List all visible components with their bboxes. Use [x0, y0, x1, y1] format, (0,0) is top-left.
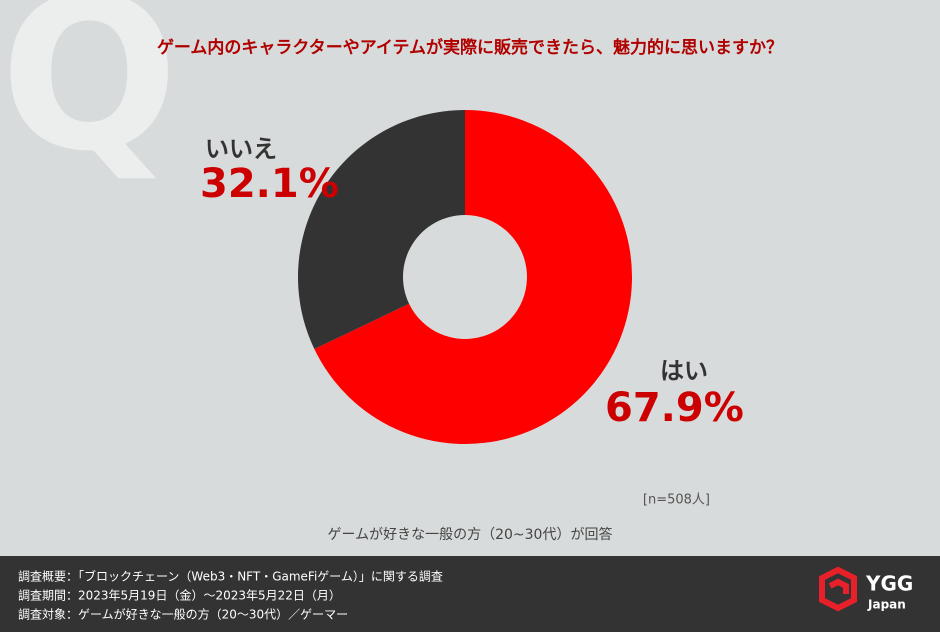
value-label: 32.1%: [200, 161, 339, 207]
value-label: 67.9%: [605, 385, 744, 431]
chart-title: ゲーム内のキャラクターやアイテムが実際に販売できたら、魅力的に思いますか？: [157, 37, 783, 58]
donut-slice: [314, 110, 632, 444]
donut-slice: [298, 110, 465, 350]
footer-line: 調査対象：ゲームが好きな一般の方（20～30代）／ゲーマー: [18, 607, 348, 622]
category-label: いいえ: [205, 135, 277, 163]
donut: [298, 110, 632, 444]
footer-band: [0, 556, 940, 632]
category-label: はい: [660, 357, 708, 385]
logo-name: YGG: [865, 572, 913, 596]
watermark: Q: [0, 0, 179, 198]
subtitle: ゲームが好きな一般の方（20~30代）が回答: [328, 526, 613, 543]
sample-note: [n=508人]: [643, 493, 710, 508]
logo-icon: [819, 566, 857, 612]
footer-line: 調査期間：2023年5月19日（金）～2023年5月22日（月）: [18, 588, 341, 603]
logo-sub: Japan: [867, 598, 906, 612]
footer-line: 調査概要：「ブロックチェーン（Web3・NFT・GameFiゲーム）」に関する調…: [18, 569, 443, 584]
